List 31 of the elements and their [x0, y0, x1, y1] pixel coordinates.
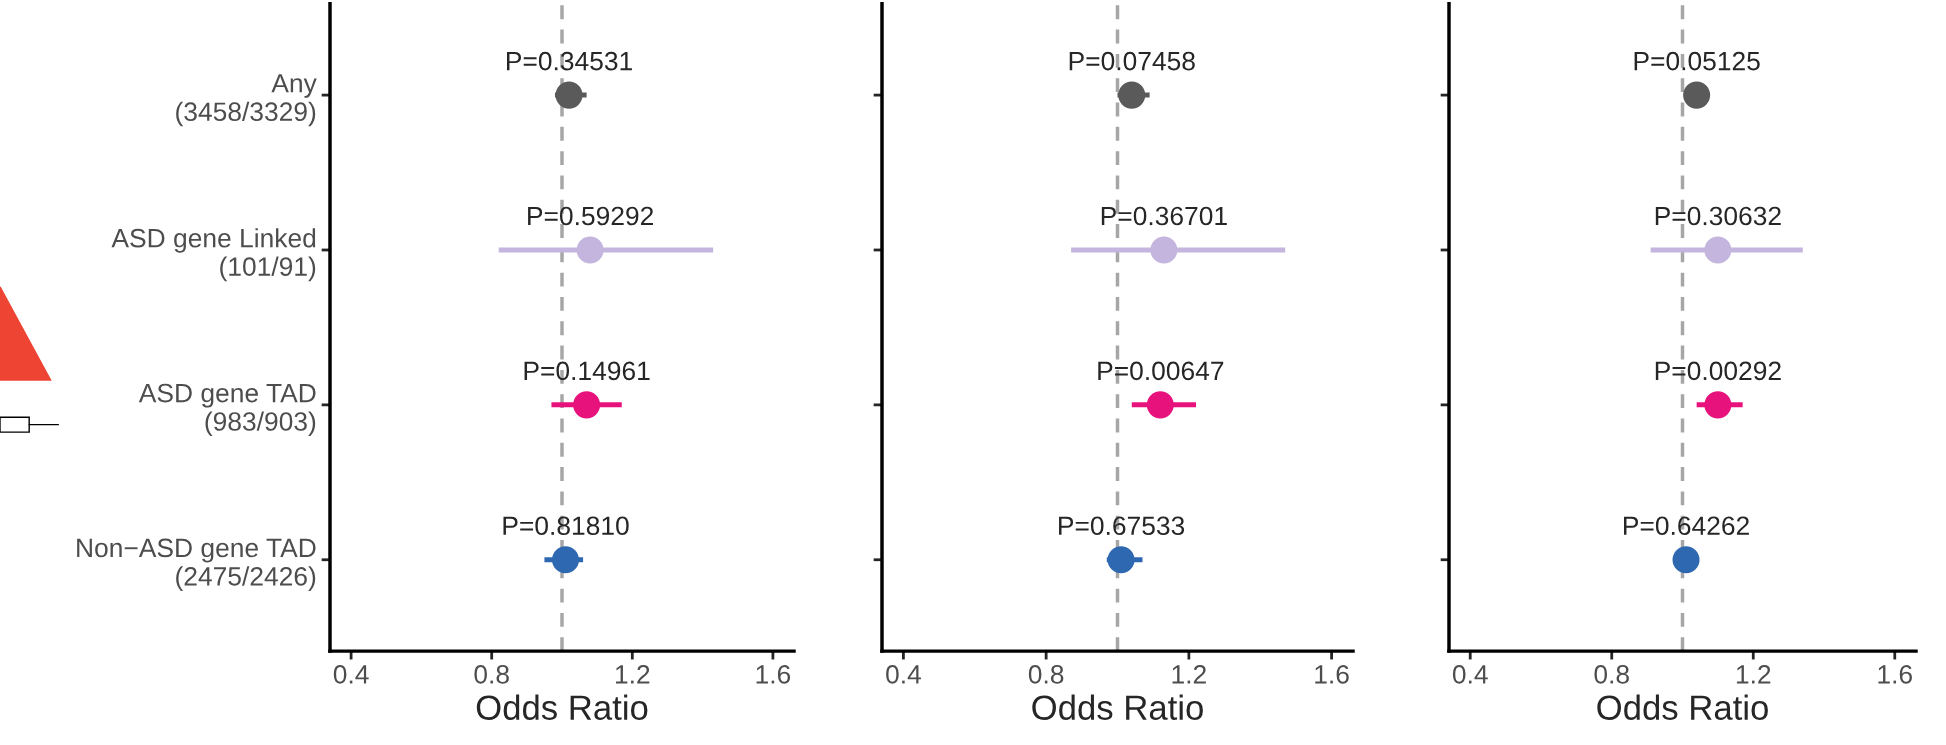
x-tick-label: 1.6 — [756, 665, 791, 684]
annotation: P=0.67533 — [1059, 516, 1185, 536]
x-tick-label: 0.4 — [1452, 665, 1488, 684]
annotation: P=0.81810 — [503, 516, 629, 536]
x-axis-title: Odds Ratio — [1597, 694, 1768, 720]
x-tick-label: 0.8 — [474, 665, 509, 684]
x-tick-label: 1.6 — [1315, 665, 1349, 684]
annotation: P=0.59292 — [528, 206, 653, 226]
annotation: P=0.36701 — [1101, 206, 1227, 226]
annotation: P=0.05125 — [1634, 51, 1760, 71]
x-tick-label: 1.2 — [615, 665, 650, 684]
x-tick-label: 0.4 — [333, 665, 369, 684]
x-tick-label: 1.2 — [1172, 665, 1206, 684]
x-axis-title: Odds Ratio — [1032, 694, 1203, 720]
y-tick-label: Non−ASD gene TAD (2475/2426) — [77, 538, 316, 591]
annotation: P=0.30632 — [1655, 206, 1781, 226]
annotation: P=0.00647 — [1098, 361, 1224, 381]
y-tick-label: ASD gene Linked (101/91) — [111, 228, 316, 282]
annotation: P=0.07458 — [1069, 51, 1195, 71]
annotation: P=0.14961 — [524, 361, 650, 381]
x-tick-label: 0.4 — [886, 665, 921, 684]
annotation: P=0.64262 — [1624, 516, 1749, 536]
x-tick-label: 1.2 — [1736, 665, 1771, 684]
x-tick-label: 0.8 — [1028, 665, 1064, 684]
y-tick-label: ASD gene TAD (983/903) — [138, 383, 316, 437]
annotation: P=0.00292 — [1655, 361, 1781, 381]
x-tick-label: 1.6 — [1878, 665, 1912, 684]
x-axis-title: Odds Ratio — [476, 694, 648, 720]
x-tick-label: 0.8 — [1594, 665, 1629, 684]
annotation: P=0.34531 — [507, 51, 632, 71]
y-tick-label: Any (3458/3329) — [176, 74, 317, 127]
